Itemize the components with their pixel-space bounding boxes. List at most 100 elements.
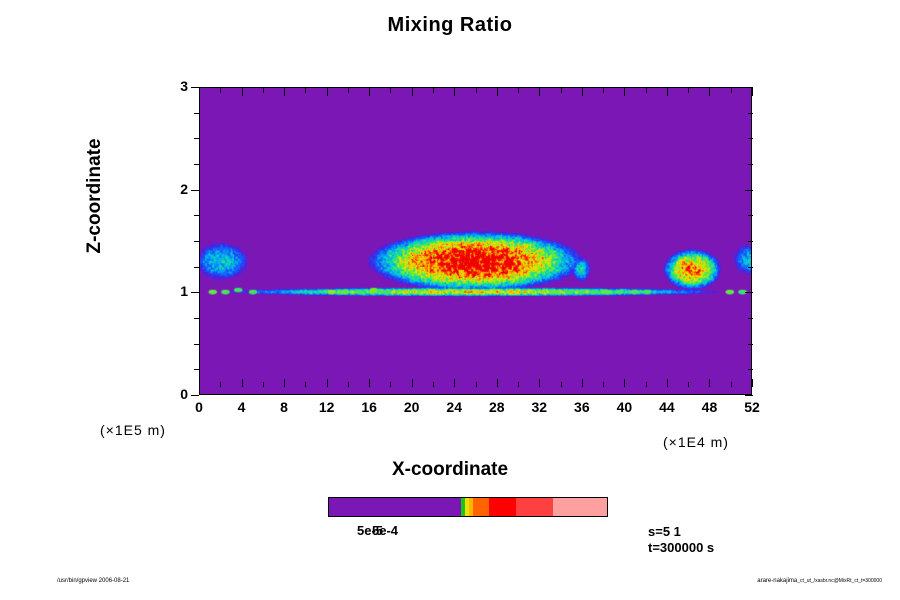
x-axis-tick-label: 40 — [616, 399, 633, 415]
footer-right-path: _ct_ut_/xasbr.nc@MixRt_ct_t=300000 — [797, 578, 882, 584]
x-axis-tick-top — [581, 88, 583, 96]
x-axis-tick — [369, 379, 371, 387]
x-axis-minor-tick-top — [432, 88, 434, 93]
x-axis-tick-label: 36 — [574, 399, 590, 415]
x-axis-tick — [709, 379, 711, 387]
y-axis-tick — [191, 189, 199, 191]
colorbar-segment — [329, 498, 462, 516]
x-axis-tick — [199, 379, 200, 387]
y-axis-minor-tick-right — [748, 266, 753, 268]
x-axis-tick-label: 12 — [318, 399, 335, 415]
x-axis-tick-label: 48 — [701, 399, 718, 415]
y-axis-minor-tick-right — [748, 369, 753, 371]
x-axis-minor-tick-top — [475, 88, 477, 93]
x-axis-tick-top — [539, 88, 541, 96]
y-axis-minor-tick-right — [748, 138, 753, 140]
x-axis-minor-tick — [220, 382, 222, 387]
y-axis-minor-tick — [194, 138, 199, 140]
x-axis-tick-top — [411, 88, 413, 96]
colorbar-segment — [515, 498, 554, 516]
y-axis-minor-tick-right — [748, 164, 753, 165]
colorbar-segment — [464, 498, 469, 516]
y-axis-minor-tick-right — [748, 318, 753, 319]
x-axis-minor-tick-top — [262, 88, 264, 93]
footer-left: /usr/bin/gpview 2006-08-21 — [57, 578, 130, 584]
x-axis-minor-tick — [475, 382, 477, 387]
x-axis-minor-tick — [560, 382, 562, 387]
x-axis-tick — [454, 379, 456, 387]
y-axis-minor-tick-right — [748, 215, 753, 217]
annotation-time: t=300000 s — [648, 540, 715, 555]
footer-right: arare-nakajima_ct_ut_/xasbr.nc@MixRt_ct_… — [757, 578, 882, 584]
x-axis-tick-top — [369, 88, 371, 96]
x-axis-minor-tick — [730, 382, 732, 387]
x-axis-tick — [624, 379, 626, 387]
x-axis-minor-tick — [688, 382, 690, 387]
x-axis-minor-tick-top — [305, 88, 307, 93]
x-axis-minor-tick — [645, 382, 647, 387]
colorbar-tick-label-1: 5e-5 — [357, 523, 384, 538]
x-axis-tick — [496, 379, 498, 387]
y-axis-label: Z-coordinate — [84, 138, 105, 254]
x-axis-minor-tick-top — [390, 88, 392, 93]
y-axis-minor-tick-right — [748, 112, 753, 114]
x-axis-tick — [411, 379, 413, 387]
x-axis-tick — [326, 379, 328, 387]
y-axis-tick — [191, 87, 199, 88]
x-axis-tick-top — [326, 88, 328, 96]
footer-right-name: arare-nakajima — [757, 578, 798, 584]
y-axis-tick-right — [745, 87, 753, 88]
y-axis-unit: (×1E5 m) — [100, 422, 166, 438]
colorbar — [328, 497, 608, 517]
y-axis-minor-tick — [194, 164, 199, 165]
x-axis-minor-tick-top — [220, 88, 222, 93]
y-axis-minor-tick — [194, 369, 199, 371]
y-axis-tick-right — [745, 292, 753, 294]
x-axis-tick-label: 44 — [659, 399, 675, 415]
x-axis-tick-top — [752, 88, 753, 96]
x-axis-tick — [241, 379, 243, 387]
x-axis-tick-top — [454, 88, 456, 96]
y-axis-minor-tick-right — [748, 241, 753, 242]
y-axis-minor-tick — [194, 318, 199, 319]
x-axis-tick-label: 32 — [531, 399, 548, 415]
y-axis-tick-label: 0 — [180, 386, 188, 402]
x-axis-tick-top — [284, 88, 286, 96]
x-axis-minor-tick-top — [518, 88, 520, 93]
y-axis-minor-tick-right — [748, 343, 753, 345]
x-axis-tick-label: 8 — [280, 399, 288, 415]
y-axis-tick — [191, 292, 199, 294]
x-axis-tick — [752, 379, 753, 387]
y-axis-tick-label: 2 — [180, 180, 188, 197]
x-axis-tick-top — [199, 88, 200, 96]
x-axis-tick-top — [709, 88, 711, 96]
x-axis-tick-label: 28 — [488, 399, 505, 415]
y-axis-minor-tick — [194, 343, 199, 345]
x-axis-tick-top — [624, 88, 626, 96]
x-axis-tick-top — [241, 88, 243, 96]
x-axis-minor-tick-top — [560, 88, 562, 93]
x-axis-minor-tick-top — [603, 88, 605, 93]
y-axis-minor-tick — [194, 241, 199, 242]
y-axis-tick-label: 1 — [180, 283, 188, 300]
x-axis-tick-label: 0 — [195, 399, 203, 415]
x-axis-minor-tick — [390, 382, 392, 387]
y-axis-tick-right — [745, 189, 753, 191]
y-axis-minor-tick — [194, 215, 199, 217]
colorbar-segment — [489, 498, 516, 516]
annotation-series: s=5 1 — [648, 524, 681, 539]
y-axis-minor-tick — [194, 112, 199, 114]
x-axis-tick — [284, 379, 286, 387]
x-axis-minor-tick — [305, 382, 307, 387]
x-axis-minor-tick — [432, 382, 434, 387]
colorbar-tick-label-2: 5e-4 — [372, 523, 399, 538]
x-axis-minor-tick-top — [347, 88, 349, 93]
x-axis-minor-tick — [262, 382, 264, 387]
colorbar-segment — [553, 498, 607, 516]
x-axis-tick-label: 20 — [403, 399, 420, 415]
x-axis-minor-tick — [518, 382, 520, 387]
y-axis-tick-label: 3 — [180, 78, 188, 94]
colorbar-segment — [472, 498, 490, 516]
plot-area — [199, 87, 752, 395]
x-axis-minor-tick-top — [688, 88, 690, 93]
